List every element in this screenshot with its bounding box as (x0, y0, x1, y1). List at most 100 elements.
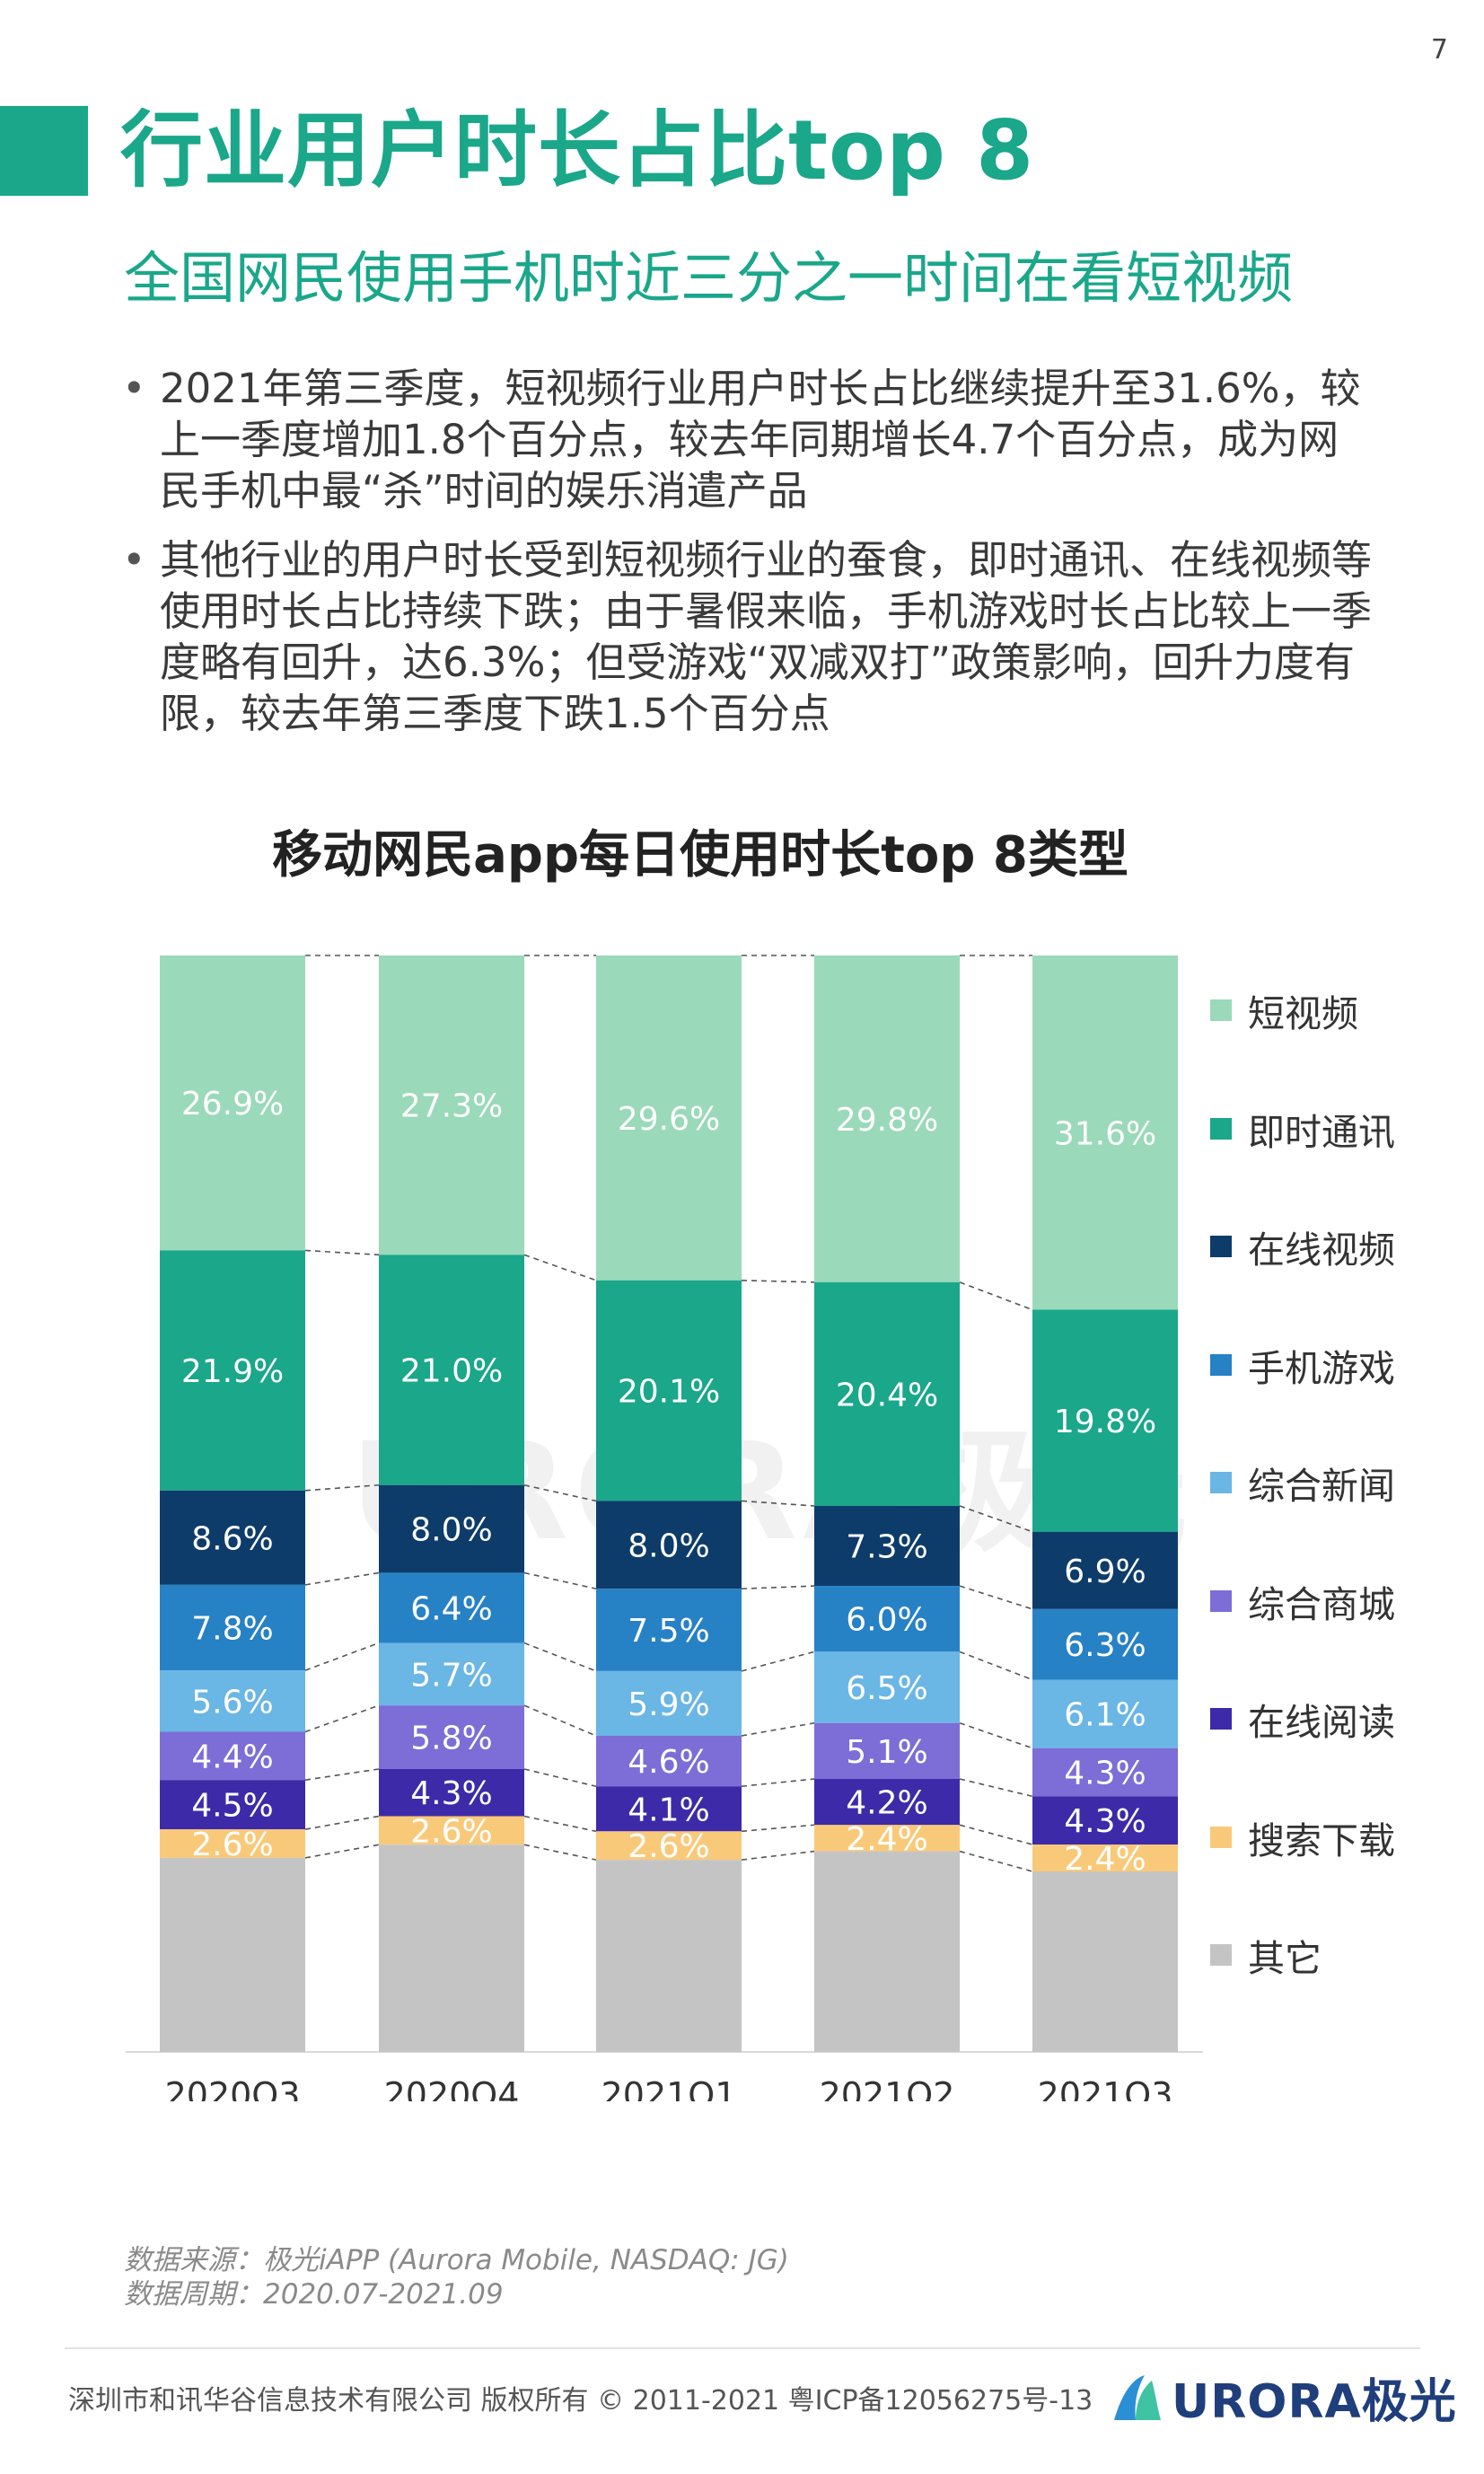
period-line: 数据周期：2020.07-2021.09 (124, 2278, 504, 2311)
bar-segment (596, 1670, 742, 1736)
legend-label: 搜索下载 (1248, 1818, 1395, 1862)
bar-segment (160, 1584, 305, 1671)
page-number: 7 (1430, 34, 1448, 66)
legend-item: 在线阅读 (1210, 1696, 1395, 1744)
bullet-item: 2021年第三季度，短视频行业用户时长占比继续提升至31.6%，较上一季度增加1… (122, 363, 1379, 516)
bar-segment (596, 1280, 742, 1501)
data-label: 4.4% (191, 1739, 273, 1775)
bar-segment (596, 955, 742, 1281)
bar-segment (160, 1250, 305, 1491)
bar-segment (160, 1857, 305, 2052)
bar-segment (1032, 1844, 1178, 1871)
data-label: 21.0% (400, 1353, 503, 1390)
connector-line (304, 1572, 380, 1586)
legend-label: 综合新闻 (1248, 1465, 1395, 1508)
bar-segment (814, 1722, 960, 1779)
x-tick-label: 2021Q3 (1038, 2075, 1173, 2101)
bar-segment (596, 1831, 742, 1861)
connector-line (741, 1651, 815, 1672)
stacked-bar-chart: 26.9% 27.3% 29.6% 29.8% 31.6% 21.9% 21.0% 20.1%… (126, 955, 1203, 2101)
bar-segment (814, 1586, 960, 1652)
bar-segment (814, 1778, 960, 1826)
legend-item: 综合商城 (1210, 1579, 1395, 1626)
footer-divider (65, 2347, 1420, 2349)
legend-item: 手机游戏 (1210, 1343, 1395, 1390)
data-label: 4.6% (628, 1744, 709, 1781)
bar-segment (160, 1829, 305, 1858)
bullet-item: 其他行业的用户时长受到短视频行业的蚕食，即时通讯、在线视频等使用时长占比持续下跌… (122, 534, 1379, 739)
data-label: 8.0% (628, 1528, 709, 1564)
bar-segment (160, 1670, 305, 1732)
connector-line (304, 1768, 380, 1781)
connector-line (741, 1850, 815, 1861)
x-tick-label: 2020Q4 (384, 2075, 520, 2101)
connector-line (959, 1585, 1033, 1610)
connector-line (523, 1768, 597, 1788)
data-label: 6.1% (1064, 1697, 1146, 1734)
data-label: 7.8% (191, 1610, 273, 1647)
aurora-logo-icon (1114, 2375, 1161, 2420)
bar-segment (379, 1572, 524, 1643)
connector-line (741, 1721, 815, 1737)
data-label: 2.6% (410, 1813, 492, 1850)
page-subtitle: 全国网民使用手机时近三分之一时间在看短视频 (124, 245, 1294, 311)
chart-title: 移动网民app每日使用时长top 8类型 (272, 826, 1128, 885)
data-label: 8.0% (410, 1512, 492, 1549)
connector-line (304, 1704, 380, 1733)
data-label: 6.4% (410, 1590, 492, 1627)
data-label: 2.6% (191, 1827, 273, 1863)
legend-swatch (1210, 1589, 1232, 1612)
data-label: 4.3% (1064, 1803, 1146, 1840)
legend-item: 即时通讯 (1210, 1106, 1395, 1154)
connector-line (523, 1704, 597, 1737)
data-label: 2.4% (846, 1821, 927, 1858)
bar-segment (1032, 1871, 1178, 2052)
bar-segment (379, 1816, 524, 1845)
x-tick-label: 2021Q2 (820, 2075, 955, 2101)
bar-segment (1032, 1531, 1178, 1609)
legend-label: 其它 (1248, 1937, 1322, 1980)
bar-segment (814, 1651, 960, 1723)
legend-label: 短视频 (1248, 992, 1358, 1035)
legend-item: 综合新闻 (1210, 1460, 1395, 1508)
connector-line (959, 1281, 1033, 1311)
connector-line (523, 1484, 597, 1502)
data-label: 2.6% (628, 1828, 709, 1865)
legend-swatch (1210, 1353, 1232, 1376)
bar-segment (596, 1786, 742, 1832)
bar-segment (1032, 1796, 1178, 1845)
bar-segment (1032, 1679, 1178, 1748)
data-label: 6.3% (1064, 1627, 1146, 1664)
connector-line (959, 1824, 1033, 1845)
legend-swatch (1210, 1472, 1232, 1493)
connector-line (959, 1651, 1033, 1681)
footer-logo: URORA极光 (1109, 2365, 1457, 2429)
connector-line (304, 1642, 380, 1671)
connector-line (741, 1778, 815, 1788)
data-label: 5.9% (628, 1686, 709, 1723)
bar-segment (379, 1255, 524, 1485)
bar-segment (814, 1505, 960, 1587)
legend-label: 手机游戏 (1248, 1346, 1395, 1390)
connector-line (959, 1778, 1033, 1798)
x-tick-label: 2021Q1 (602, 2075, 737, 2101)
bar-segment (596, 1736, 742, 1787)
data-label: 19.8% (1054, 1404, 1156, 1440)
connector-line (304, 1844, 380, 1859)
data-label: 31.6% (1054, 1115, 1156, 1152)
bar-segment (596, 1860, 742, 2052)
connector-line (741, 1279, 815, 1283)
legend-item: 短视频 (1210, 988, 1358, 1035)
x-tick-label: 2020Q3 (165, 2075, 301, 2101)
bar-segment (160, 1490, 305, 1585)
data-label: 4.5% (191, 1788, 273, 1825)
bullet-list: 2021年第三季度，短视频行业用户时长占比继续提升至31.6%，较上一季度增加1… (122, 363, 1379, 757)
data-source: 数据来源：极光iAPP (Aurora Mobile, NASDAQ: JG) … (124, 2243, 789, 2311)
bar-segment (379, 1844, 524, 2052)
data-label: 4.3% (410, 1775, 492, 1812)
bar-segment (1032, 955, 1178, 1310)
bar-segment (160, 955, 305, 1251)
source-line: 数据来源：极光iAPP (Aurora Mobile, NASDAQ: JG) (124, 2244, 789, 2276)
legend-label: 在线阅读 (1248, 1701, 1395, 1744)
legend-swatch (1210, 1117, 1232, 1140)
